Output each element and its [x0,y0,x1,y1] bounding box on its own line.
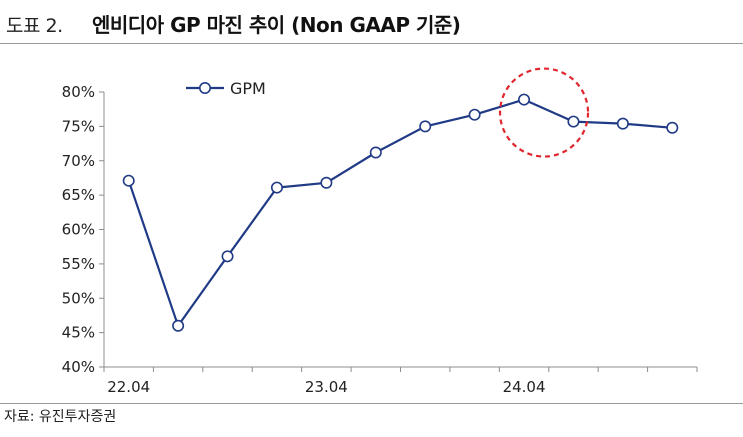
figure-title: 엔비디아 GP 마진 추이 (Non GAAP 기준) [92,13,461,37]
gpm-data-point [419,120,432,133]
x-tick-label: 24.04 [503,378,546,396]
gpm-data-point [616,117,629,130]
gpm-data-point [666,121,679,134]
y-tick-label: 50% [62,289,95,307]
gpm-series-line [127,98,673,327]
x-tick-label: 23.04 [305,378,348,396]
gpm-data-point [172,319,185,332]
y-tick-label: 40% [62,358,95,376]
y-tick-label: 75% [62,117,95,135]
x-axis: 22.04 23.04 24.04 [103,366,698,396]
x-tick-label: 22.04 [107,378,150,396]
legend-marker-swatch [199,81,212,94]
figure-header: 도표 2. 엔비디아 GP 마진 추이 (Non GAAP 기준) [0,0,743,44]
gpm-line-chart: 40% 45% 50% 55% 60% 65% 70% 75% 80% 22.04 23.04 24… [62,67,698,396]
y-tick-label: 80% [62,83,95,101]
legend-label: GPM [230,79,266,98]
figure-label: 도표 2. [6,15,63,37]
gpm-data-point [369,146,382,159]
gpm-data-point [320,176,333,189]
y-tick-label: 65% [62,186,95,204]
y-tick-label: 55% [62,255,95,273]
gpm-data-point [567,115,580,128]
gpm-data-point [468,108,481,121]
footer-divider [0,403,743,404]
gpm-data-point [518,93,531,106]
y-axis: 40% 45% 50% 55% 60% 65% 70% 75% 80% [62,83,105,376]
y-tick-label: 70% [62,152,95,170]
gpm-data-point [270,181,283,194]
series-layer [122,93,679,332]
y-tick-label: 45% [62,324,95,342]
source-note: 자료: 유진투자증권 [4,409,117,425]
gpm-data-point [122,174,135,187]
peak-highlight-circle [498,67,590,158]
annotation-layer [498,67,590,158]
gpm-data-point [221,250,234,263]
y-tick-label: 60% [62,221,95,239]
header-divider [0,43,743,44]
legend: GPM [186,79,266,98]
